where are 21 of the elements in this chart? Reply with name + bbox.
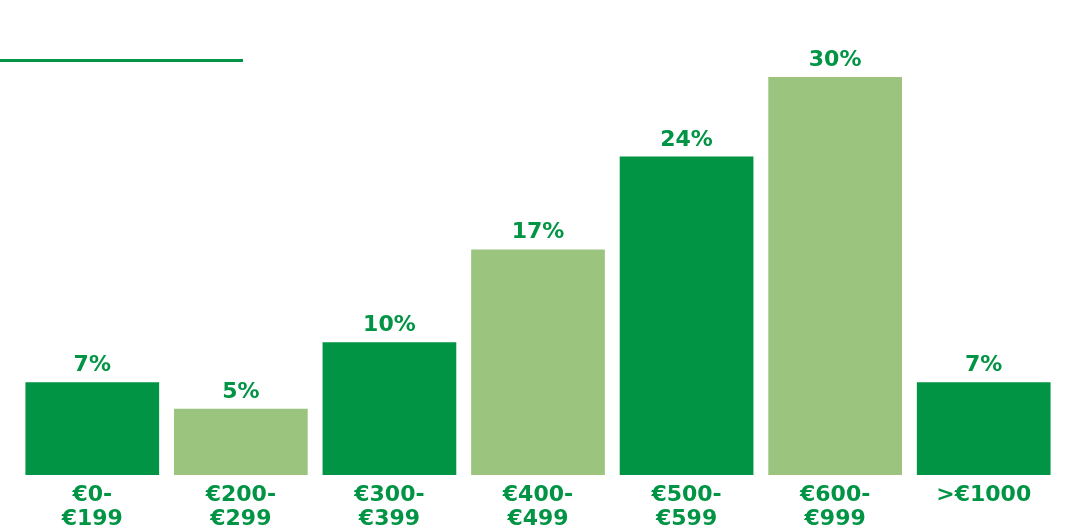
x-tick-label: €0-€199 bbox=[60, 480, 123, 525]
data-label: 7% bbox=[965, 351, 1003, 377]
bar bbox=[619, 156, 754, 475]
x-tick-label: €500-€599 bbox=[650, 480, 722, 525]
x-tick-label: €600-€999 bbox=[798, 480, 871, 525]
x-tick-label: €400-€499 bbox=[501, 480, 574, 525]
x-tick-label: >€1000 bbox=[936, 480, 1032, 506]
data-label: 7% bbox=[73, 351, 111, 377]
data-label: 5% bbox=[222, 377, 260, 403]
bar bbox=[916, 382, 1051, 475]
bar bbox=[768, 77, 902, 475]
x-tick-label: €200-€299 bbox=[204, 480, 277, 525]
bar bbox=[25, 382, 160, 475]
data-label: 30% bbox=[808, 46, 862, 71]
bar bbox=[471, 249, 605, 475]
data-label: 17% bbox=[511, 218, 565, 244]
data-label: 24% bbox=[660, 125, 713, 151]
bar bbox=[174, 408, 308, 475]
x-tick-label: €300-€399 bbox=[353, 480, 425, 525]
data-label: 10% bbox=[363, 311, 416, 337]
bar bbox=[322, 342, 457, 475]
